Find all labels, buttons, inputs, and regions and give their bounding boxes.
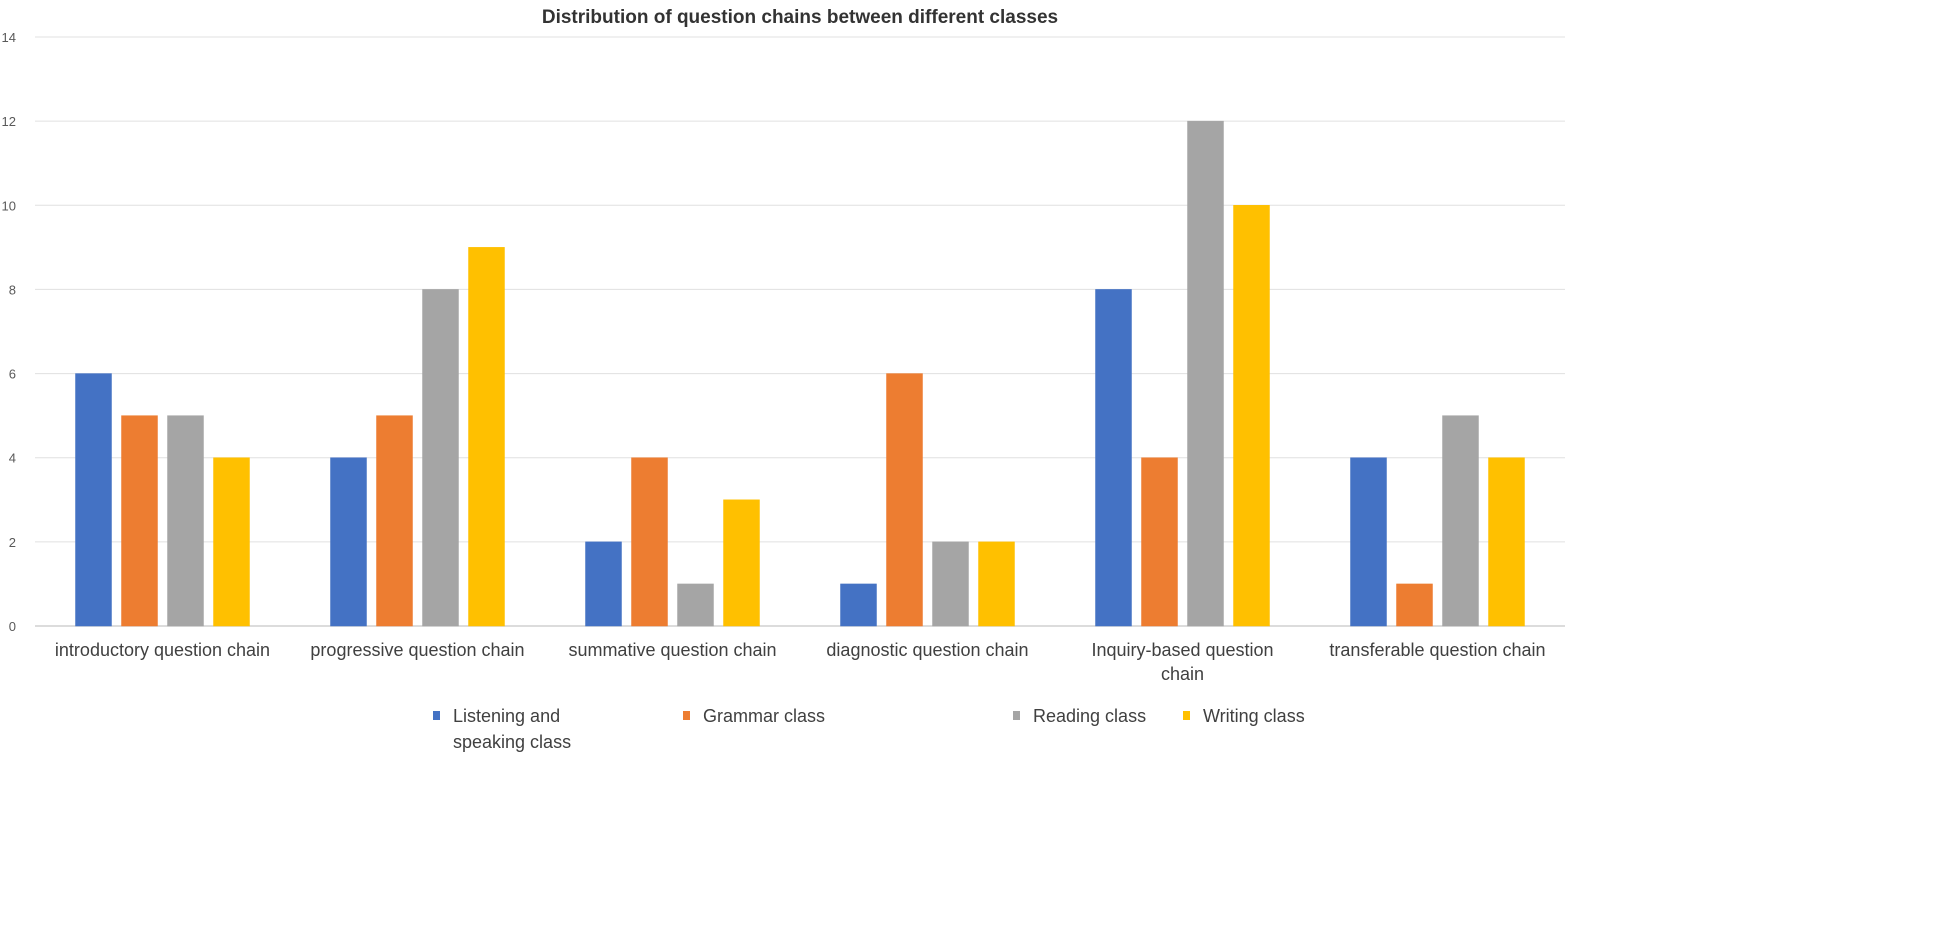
legend-swatch [683, 711, 690, 720]
bar [167, 415, 204, 627]
bar [1396, 583, 1433, 627]
bar [75, 373, 112, 627]
bar [631, 457, 668, 627]
bar [886, 373, 923, 627]
legend-label: Grammar class [703, 706, 825, 726]
x-tick-label: introductory question chain [55, 640, 270, 660]
bar [422, 289, 459, 627]
bar [1187, 120, 1224, 627]
bar [1141, 457, 1178, 627]
legend-label: Writing class [1203, 706, 1305, 726]
y-tick-label: 14 [2, 30, 16, 45]
bar [723, 499, 760, 627]
y-tick-label: 10 [2, 198, 16, 213]
bar [213, 457, 250, 627]
bar [1488, 457, 1525, 627]
bar [840, 583, 877, 627]
y-tick-label: 4 [9, 451, 16, 466]
x-tick-label: progressive question chain [310, 640, 524, 660]
y-tick-label: 2 [9, 535, 16, 550]
bar [978, 541, 1015, 627]
x-tick-label: transferable question chain [1329, 640, 1545, 660]
y-tick-label: 8 [9, 282, 16, 297]
gridlines [35, 36, 1565, 627]
chart-title: Distribution of question chains between … [542, 7, 1058, 28]
y-tick-label: 12 [2, 114, 16, 129]
legend-swatch [433, 711, 440, 720]
legend-swatch [1183, 711, 1190, 720]
bar [1442, 415, 1479, 627]
bar [932, 541, 969, 627]
legend-label: speaking class [453, 732, 571, 752]
x-tick-label: diagnostic question chain [826, 640, 1028, 660]
bar [677, 583, 714, 627]
bar [468, 247, 505, 627]
bar [1095, 289, 1132, 627]
bar [1233, 205, 1270, 627]
bar [1350, 457, 1387, 627]
x-axis-ticks: introductory question chain progressive q… [55, 640, 1546, 684]
y-tick-label: 6 [9, 367, 16, 382]
legend-swatch [1013, 711, 1020, 720]
legend-label: Reading class [1033, 706, 1146, 726]
x-tick-label: summative question chain [568, 640, 776, 660]
bar [376, 415, 413, 627]
bar [330, 457, 367, 627]
y-axis-ticks: 0 2 4 6 8 10 12 14 [2, 30, 16, 634]
legend-label: Listening and [453, 706, 560, 726]
legend: Listening and speaking class Grammar class… [433, 706, 1305, 752]
bar [121, 415, 158, 627]
x-tick-label: Inquiry-based question [1091, 640, 1273, 660]
x-tick-label: chain [1161, 664, 1204, 684]
y-tick-label: 0 [9, 619, 16, 634]
bar [585, 541, 622, 627]
bars [75, 120, 1525, 627]
